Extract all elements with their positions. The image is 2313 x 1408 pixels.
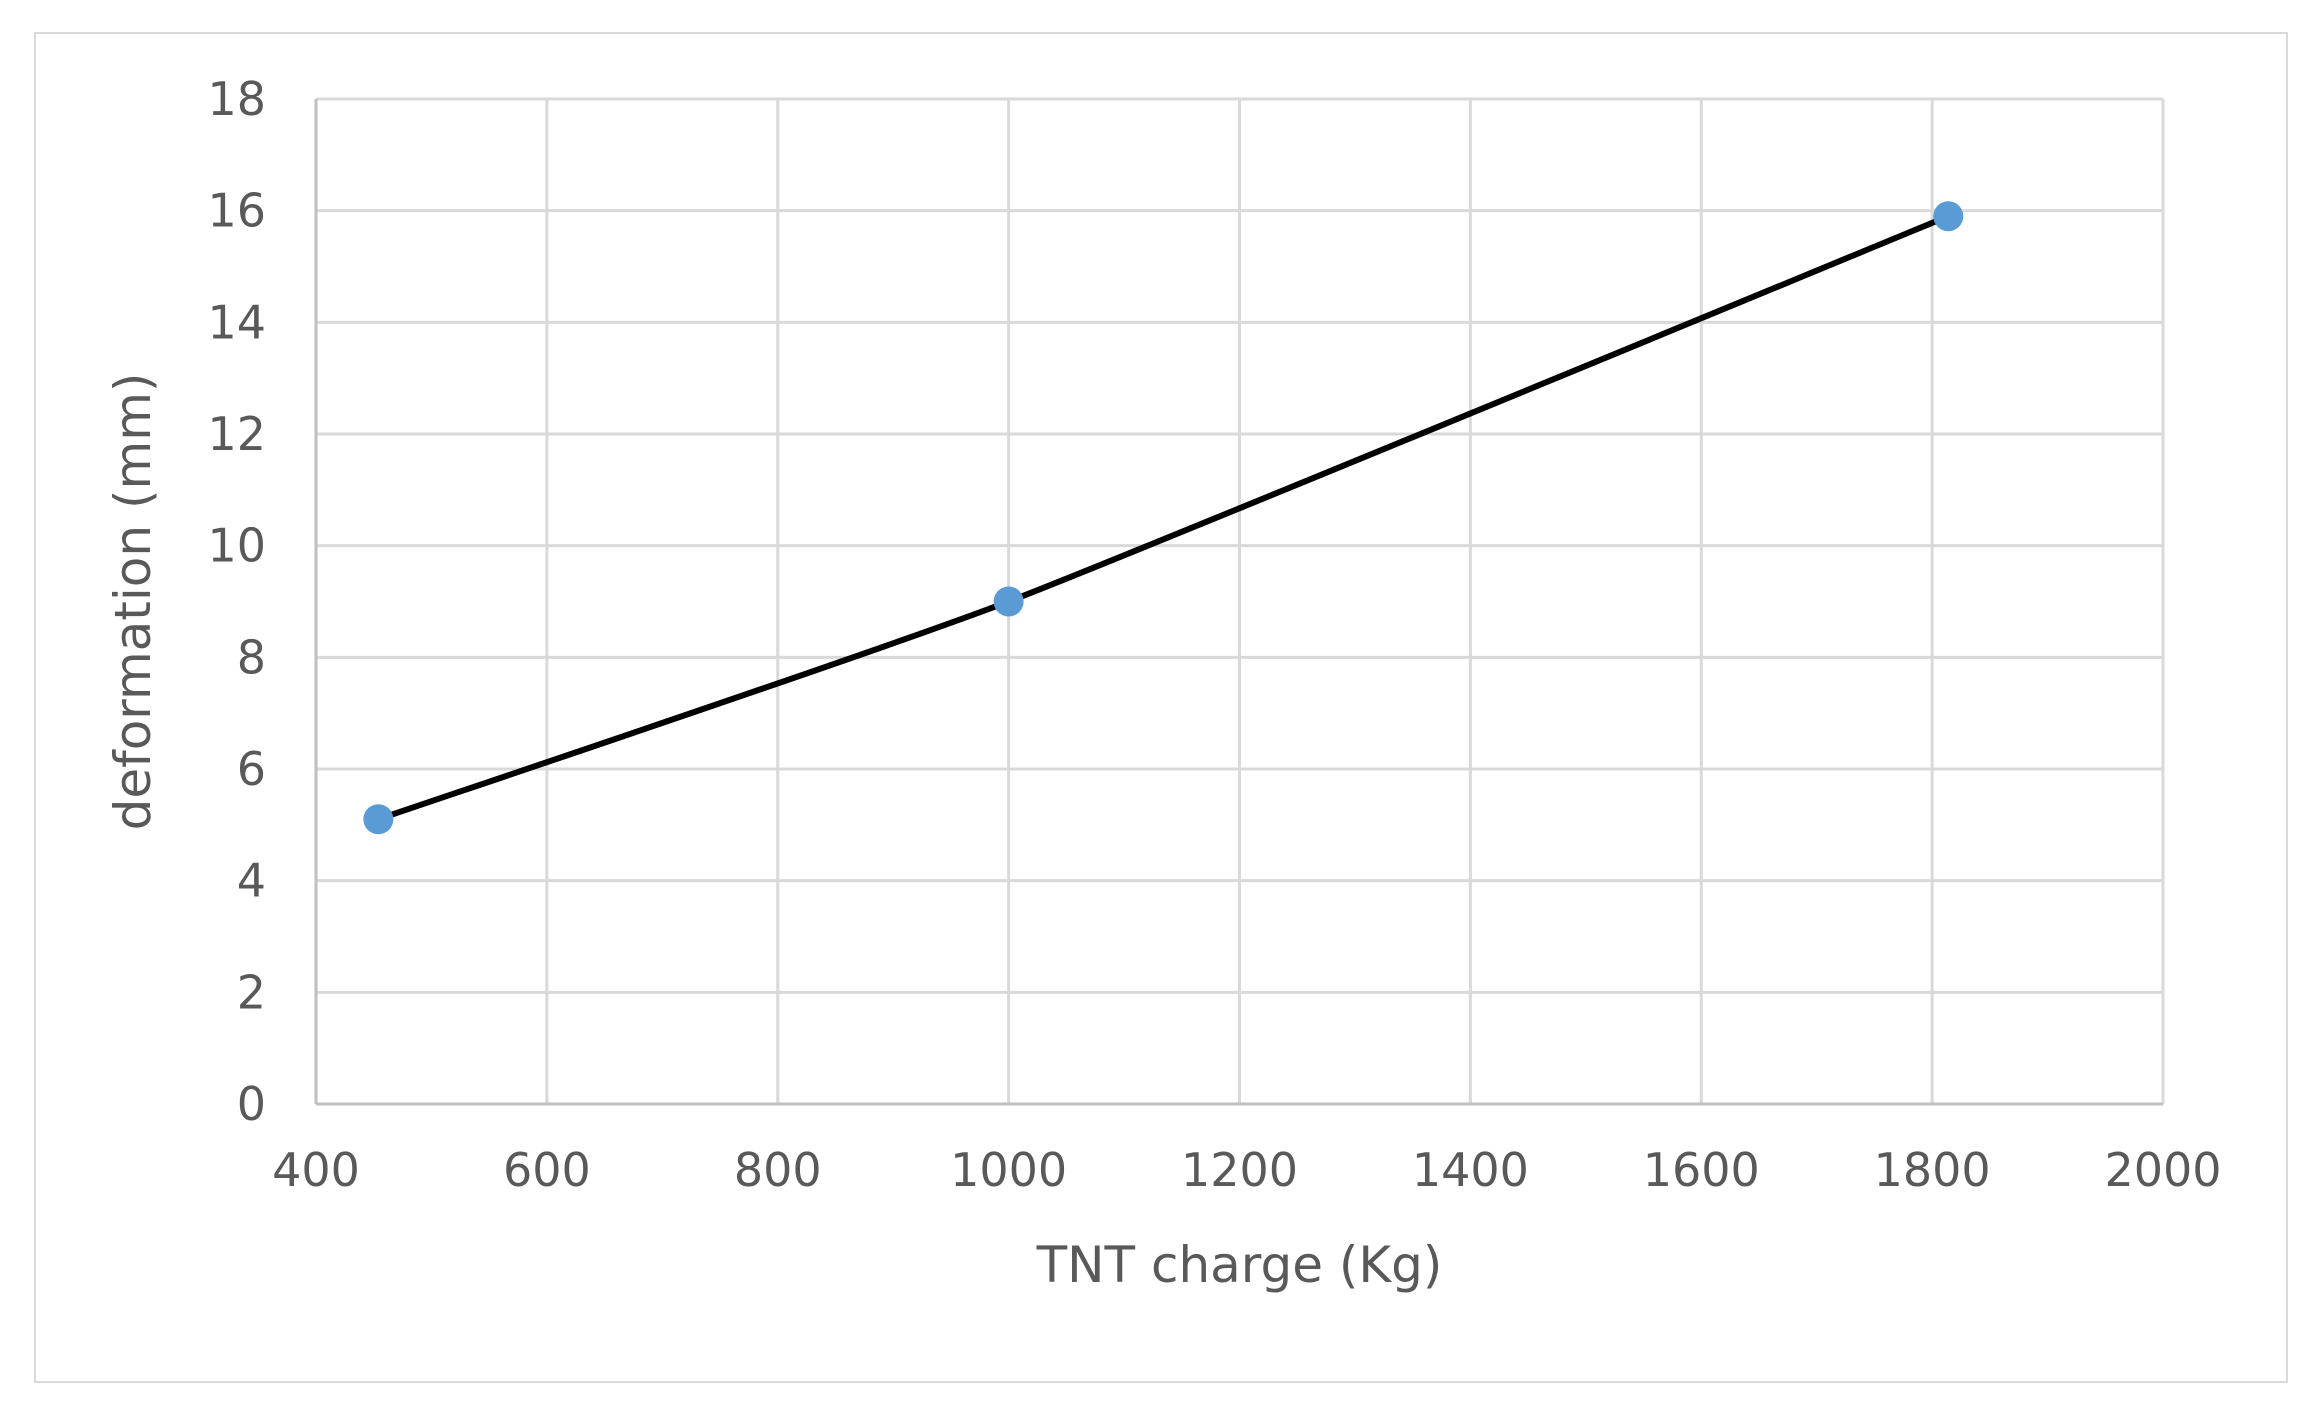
x-axis-title: TNT charge (Kg) [1036, 1236, 1443, 1294]
y-tick-label: 10 [207, 519, 266, 573]
tick-labels: 400 600 800 1000 1200 1400 1600 1800 2000 0 2 4 6 8 10… [207, 72, 2221, 1197]
series [363, 201, 1964, 835]
grid [316, 97, 2165, 1104]
y-tick-label: 14 [207, 295, 266, 349]
y-tick-label: 0 [237, 1077, 266, 1131]
y-tick-label: 16 [207, 184, 266, 238]
data-point [363, 804, 394, 835]
x-tick-label: 1000 [950, 1143, 1067, 1197]
x-tick-label: 1800 [1874, 1143, 1991, 1197]
chart-frame [34, 32, 2288, 1383]
y-tick-label: 2 [237, 965, 266, 1019]
x-tick-label: 2000 [2104, 1143, 2221, 1197]
x-tick-label: 1600 [1643, 1143, 1760, 1197]
axes [314, 99, 2163, 1106]
y-axis-title: deformation (mm) [104, 373, 162, 831]
y-tick-label: 6 [237, 742, 266, 796]
y-tick-label: 18 [207, 72, 266, 126]
y-tick-label: 12 [207, 407, 266, 461]
x-tick-label: 600 [503, 1143, 591, 1197]
y-tick-label: 8 [237, 630, 266, 684]
y-tick-label: 4 [237, 854, 266, 908]
x-tick-label: 800 [734, 1143, 822, 1197]
x-tick-label: 1200 [1181, 1143, 1298, 1197]
data-point [993, 586, 1024, 617]
x-tick-label: 1400 [1412, 1143, 1529, 1197]
x-tick-label: 400 [272, 1143, 360, 1197]
data-point [1933, 201, 1964, 232]
series-line [375, 213, 1952, 823]
